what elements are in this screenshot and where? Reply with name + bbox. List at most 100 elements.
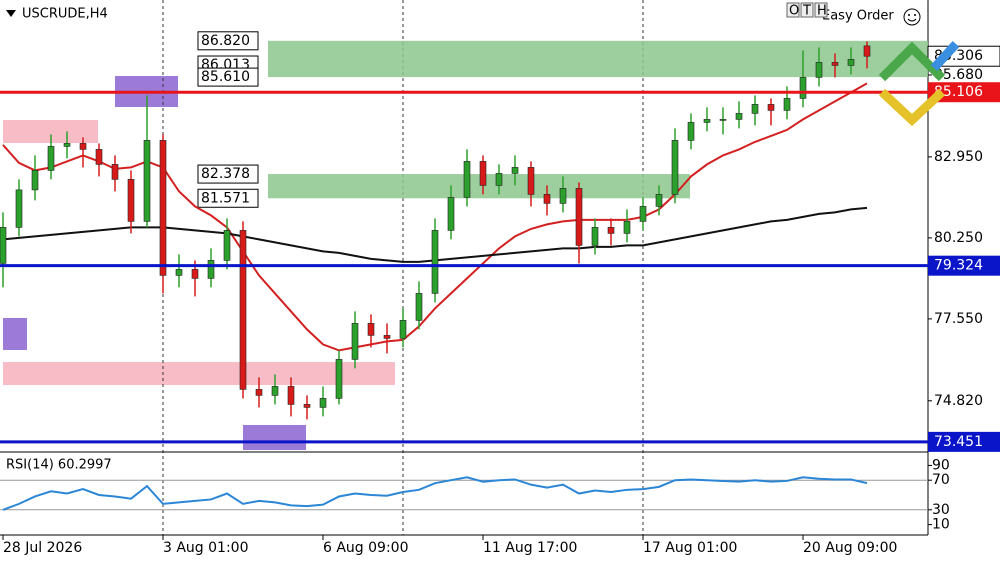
candle-body [175, 269, 183, 276]
price-level-label: 85.106 [934, 84, 983, 100]
candle-body [383, 335, 391, 339]
candle-body [575, 188, 583, 246]
zone [268, 40, 928, 78]
zone-label-box [197, 188, 259, 208]
y-tick-label: 80.250 [934, 230, 983, 246]
toolbar-label: O [789, 4, 799, 19]
purple-zone [3, 318, 27, 350]
candle-body [479, 161, 487, 186]
zone-label-box [197, 164, 259, 184]
y-tick-label: 82.950 [934, 149, 983, 165]
candle-body [335, 359, 343, 399]
candle-body [399, 320, 407, 339]
candle-body [511, 167, 519, 174]
candle-body [655, 194, 663, 207]
pink-zone [3, 362, 395, 385]
candle-body [463, 161, 471, 198]
candle-body [415, 293, 423, 321]
candle-body [111, 164, 119, 180]
toolbar-label: T [802, 4, 811, 19]
rsi-line [2, 476, 868, 511]
rsi-title: RSI(14) 60.2997 [6, 458, 112, 473]
candle-body [127, 179, 135, 222]
candle-body [815, 62, 823, 78]
candle-body [143, 140, 151, 222]
zone-label: 81.571 [201, 190, 250, 206]
candle-body [495, 173, 503, 186]
symbol-label: USCRUDE,H4 [22, 7, 108, 22]
rsi-tick-label: 30 [932, 502, 950, 518]
easy-order[interactable]: Easy Order [822, 9, 894, 24]
candle-body [239, 230, 247, 390]
candle-body [319, 398, 327, 408]
price-level-box [928, 255, 1000, 276]
x-tick-label: 6 Aug 09:00 [323, 540, 409, 556]
logo [878, 88, 946, 127]
rsi-tick-label: 10 [932, 517, 950, 533]
candle-body [447, 197, 455, 231]
y-tick-label: 77.550 [934, 311, 983, 327]
purple-zone [243, 425, 306, 450]
rsi-tick-label: 70 [932, 472, 950, 488]
candle-body [783, 98, 791, 111]
price-level-box [928, 431, 1000, 452]
candle-body [0, 227, 7, 264]
candle-body [719, 119, 727, 121]
candle-body [431, 230, 439, 294]
y-tick-label: 74.820 [934, 393, 983, 409]
price-level-box [928, 82, 1000, 103]
toolbar-button[interactable] [814, 2, 828, 18]
candle-body [271, 386, 279, 396]
candle-body [287, 386, 295, 405]
toolbar-label: H [817, 4, 827, 19]
x-tick-label: 3 Aug 01:00 [163, 540, 249, 556]
logo [878, 41, 946, 82]
candle-body [767, 104, 775, 111]
x-tick-label: 11 Aug 17:00 [483, 540, 577, 556]
price-level-label: 73.451 [934, 434, 983, 450]
candle-body [591, 227, 599, 246]
candle-body [751, 104, 759, 114]
zone-label: 85.610 [201, 69, 250, 85]
candle-body [63, 143, 71, 147]
candle-body [159, 140, 167, 276]
logo [930, 40, 960, 72]
candle-body [607, 227, 615, 234]
smiley [903, 8, 921, 26]
candle-body [671, 140, 679, 195]
candle-body [703, 119, 711, 123]
zone-label: 82.378 [201, 166, 250, 182]
candle-body [831, 62, 839, 66]
rsi-tick-label: 90 [932, 457, 950, 473]
price-level-label: 79.324 [934, 258, 983, 274]
x-tick-label: 20 Aug 09:00 [803, 540, 897, 556]
candle-body [623, 221, 631, 234]
candle-body [15, 189, 23, 228]
candle-body [847, 59, 855, 66]
candle-body [863, 45, 871, 57]
candle-body [559, 188, 567, 204]
toolbar-button[interactable] [800, 2, 814, 18]
x-tick-label: 17 Aug 01:00 [643, 540, 737, 556]
pink-zone [3, 120, 98, 143]
candle-body [735, 113, 743, 120]
candle-body [799, 77, 807, 99]
zone-label-box [197, 31, 259, 51]
candle-body [223, 230, 231, 261]
candle-body [527, 167, 535, 195]
zone-label-box [197, 67, 259, 87]
candle-body [639, 206, 647, 222]
candle-body [79, 143, 87, 150]
y-tick-label: 85.680 [934, 67, 983, 83]
candle-body [255, 389, 263, 396]
plot-layer [3, 0, 644, 535]
symbol-menu[interactable] [6, 10, 16, 17]
x-tick-label: 28 Jul 2026 [3, 540, 82, 556]
candle-body [47, 146, 55, 171]
candle-body [191, 269, 199, 279]
candle-body [95, 149, 103, 165]
candle-body [367, 323, 375, 336]
toolbar-button[interactable] [786, 2, 800, 18]
candle-body [303, 404, 311, 408]
